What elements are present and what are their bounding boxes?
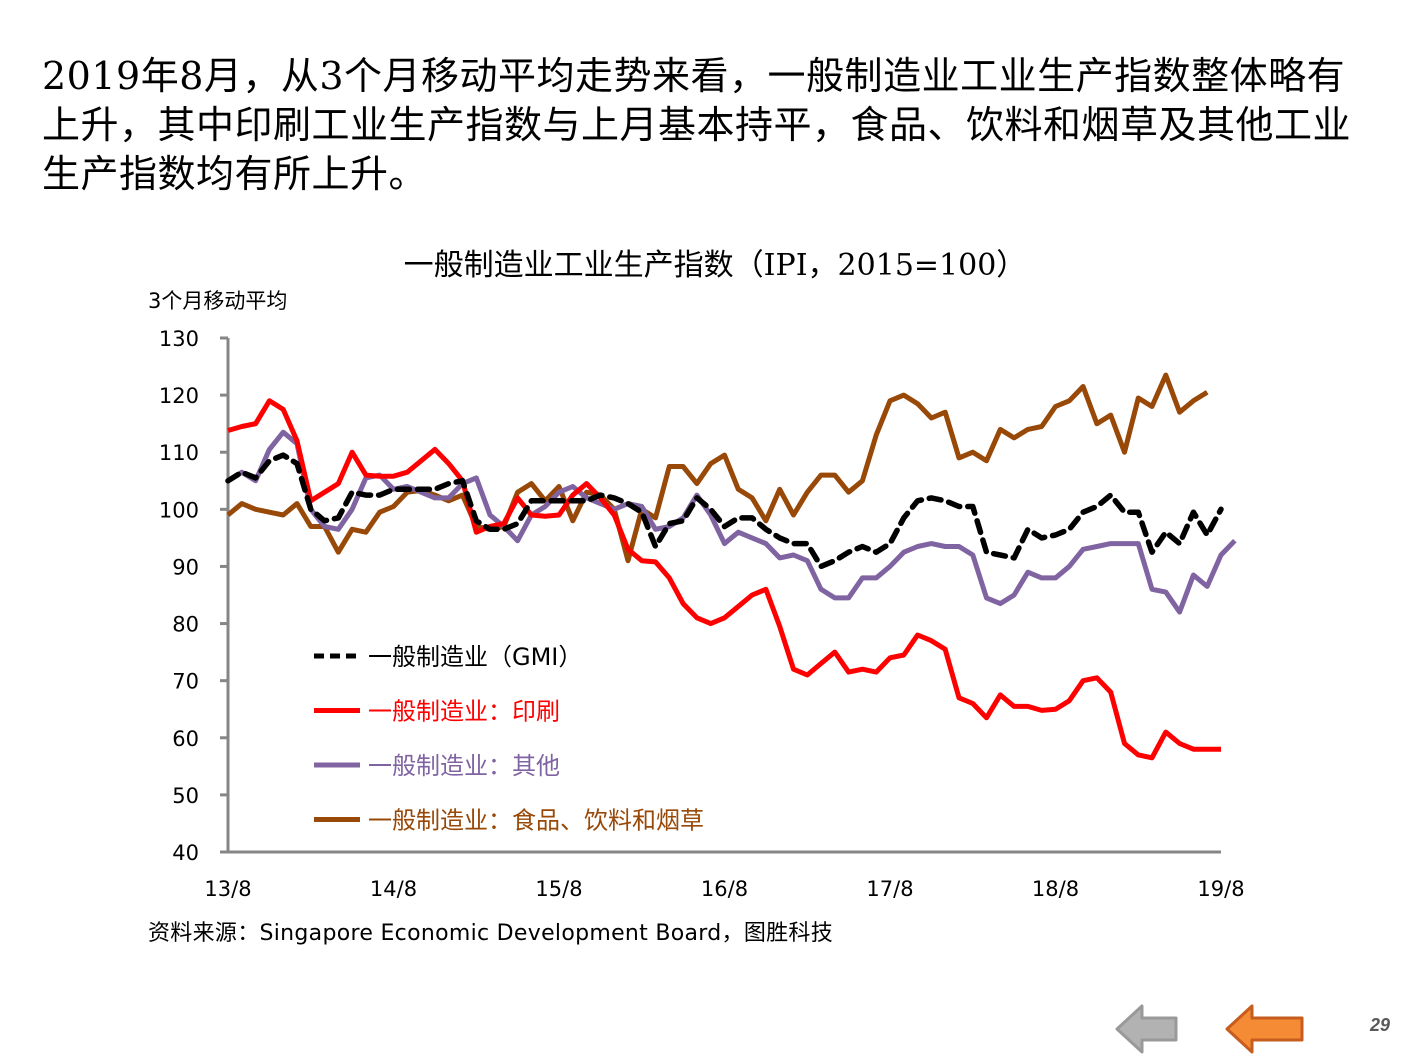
x-tick-label: 14/8 <box>370 877 417 901</box>
source-note: 资料来源：Singapore Economic Development Boar… <box>148 921 834 946</box>
legend-label: 一般制造业：其他 <box>368 752 560 780</box>
x-tick-label: 18/8 <box>1032 877 1079 901</box>
y-tick-label: 90 <box>172 555 199 579</box>
y-tick-label: 40 <box>172 841 199 865</box>
x-tick-label: 16/8 <box>701 877 748 901</box>
y-tick-label: 130 <box>159 327 199 351</box>
prev-page-button[interactable] <box>1114 1003 1180 1055</box>
y-tick-label: 120 <box>159 384 199 408</box>
y-tick-label: 110 <box>159 441 199 465</box>
y-tick-label: 80 <box>172 613 199 637</box>
axes: 40 50 60 70 80 90 100 110 120 130 13/8 14/8 15/8 16/8… <box>159 327 1245 901</box>
page-number: 29 <box>1370 1015 1391 1035</box>
x-tick-label: 13/8 <box>204 877 251 901</box>
series-line-0 <box>225 452 1224 570</box>
series-line-1 <box>227 398 1221 761</box>
chart-title: 一般制造业工业生产指数（IPI，2015=100） <box>404 248 1027 283</box>
legend-label: 一般制造业：印刷 <box>368 698 560 726</box>
legend-label: 一般制造业：食品、饮料和烟草 <box>368 807 704 835</box>
x-tick-label: 17/8 <box>866 877 913 901</box>
x-tick-label: 15/8 <box>535 877 582 901</box>
y-tick-label: 70 <box>172 670 199 694</box>
back-button[interactable] <box>1224 1003 1306 1055</box>
intro-paragraph: 2019年8月，从3个月移动平均走势来看，一般制造业工业生产指数整体略有上升，其… <box>42 54 1352 196</box>
y-tick-label: 50 <box>172 784 199 808</box>
arrow-left-icon <box>1115 1004 1178 1054</box>
y-tick-label: 60 <box>172 727 199 751</box>
series-line-3 <box>226 372 1209 564</box>
legend-label: 一般制造业（GMI） <box>368 643 582 671</box>
y-tick-label: 100 <box>159 498 199 522</box>
y-axis-label: 3个月移动平均 <box>148 289 287 313</box>
arrow-left-icon <box>1225 1004 1304 1054</box>
x-tick-label: 19/8 <box>1197 877 1244 901</box>
series-layer <box>225 372 1237 761</box>
